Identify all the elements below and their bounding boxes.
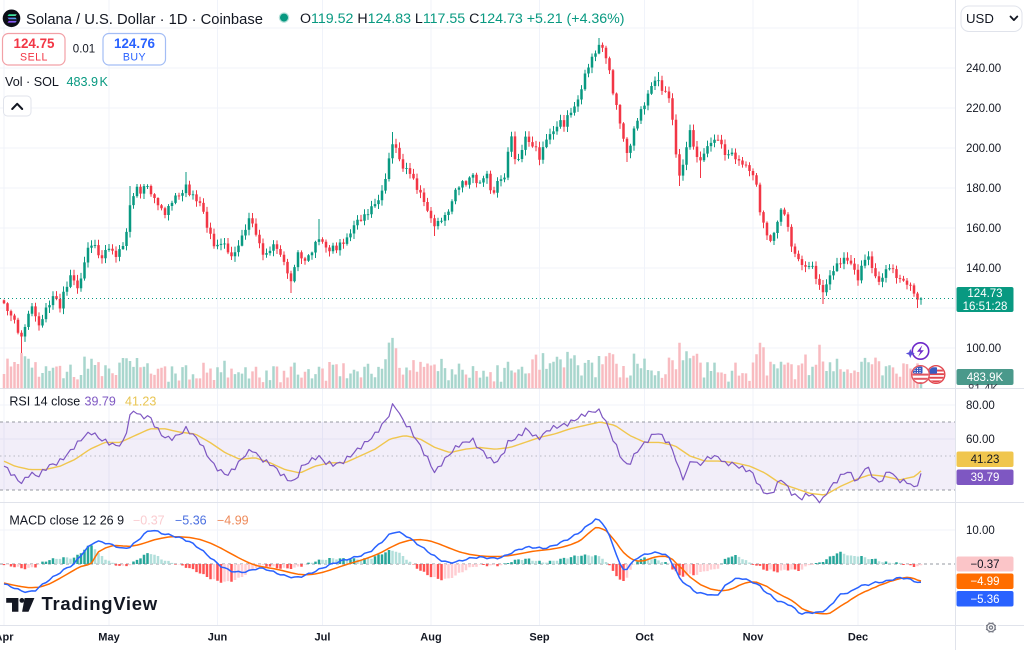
svg-text:80.00: 80.00 <box>966 400 995 412</box>
svg-text:160.00: 160.00 <box>966 223 1001 235</box>
svg-text:240.00: 240.00 <box>966 63 1001 75</box>
svg-text:16:51:28: 16:51:28 <box>963 301 1008 313</box>
svg-text:140.00: 140.00 <box>966 263 1001 275</box>
svg-text:Aug: Aug <box>420 632 441 644</box>
svg-text:USD: USD <box>966 11 994 26</box>
svg-text:Oct: Oct <box>635 632 654 644</box>
svg-text:60.00: 60.00 <box>966 434 995 446</box>
svg-text:−4.99: −4.99 <box>217 514 249 528</box>
svg-text:124.75: 124.75 <box>14 36 56 51</box>
svg-text:100.00: 100.00 <box>966 343 1001 355</box>
svg-text:39.79: 39.79 <box>85 395 116 409</box>
svg-text:−0.37: −0.37 <box>133 514 165 528</box>
svg-text:Apr: Apr <box>0 632 14 644</box>
svg-text:180.00: 180.00 <box>966 183 1001 195</box>
svg-text:Jul: Jul <box>315 632 331 644</box>
svg-text:Sep: Sep <box>529 632 549 644</box>
svg-text:−5.36: −5.36 <box>970 594 999 606</box>
svg-text:10.00: 10.00 <box>966 525 995 537</box>
svg-text:MACD close 12 26 9: MACD close 12 26 9 <box>9 514 124 528</box>
svg-text:483.9K: 483.9K <box>67 75 109 89</box>
svg-text:Nov: Nov <box>743 632 765 644</box>
svg-text:Vol · SOL: Vol · SOL <box>5 75 59 89</box>
svg-text:O119.52 H124.83 L117.55 C124.7: O119.52 H124.83 L117.55 C124.73 +5.21 (+… <box>300 11 625 27</box>
svg-text:−4.99: −4.99 <box>970 576 999 588</box>
svg-text:220.00: 220.00 <box>966 103 1001 115</box>
svg-text:May: May <box>98 632 120 644</box>
svg-text:TradingView: TradingView <box>42 593 158 614</box>
svg-text:39.79: 39.79 <box>971 472 1000 484</box>
svg-text:41.23: 41.23 <box>971 454 1000 466</box>
svg-text:41.23: 41.23 <box>125 395 156 409</box>
svg-text:124.76: 124.76 <box>114 36 155 51</box>
svg-text:Jun: Jun <box>208 632 228 644</box>
svg-text:200.00: 200.00 <box>966 143 1001 155</box>
svg-text:−0.37: −0.37 <box>970 559 999 571</box>
svg-text:Dec: Dec <box>848 632 868 644</box>
svg-text:BUY: BUY <box>123 52 146 64</box>
svg-text:81.4K: 81.4K <box>968 384 998 396</box>
svg-text:Solana / U.S. Dollar · 1D · Co: Solana / U.S. Dollar · 1D · Coinbase <box>26 12 263 28</box>
svg-text:RSI 14 close: RSI 14 close <box>9 395 80 409</box>
svg-text:124.73: 124.73 <box>967 288 1002 300</box>
svg-text:0.01: 0.01 <box>73 44 95 56</box>
svg-text:−5.36: −5.36 <box>175 514 207 528</box>
svg-text:483.9K: 483.9K <box>967 372 1004 384</box>
svg-text:SELL: SELL <box>20 52 48 64</box>
